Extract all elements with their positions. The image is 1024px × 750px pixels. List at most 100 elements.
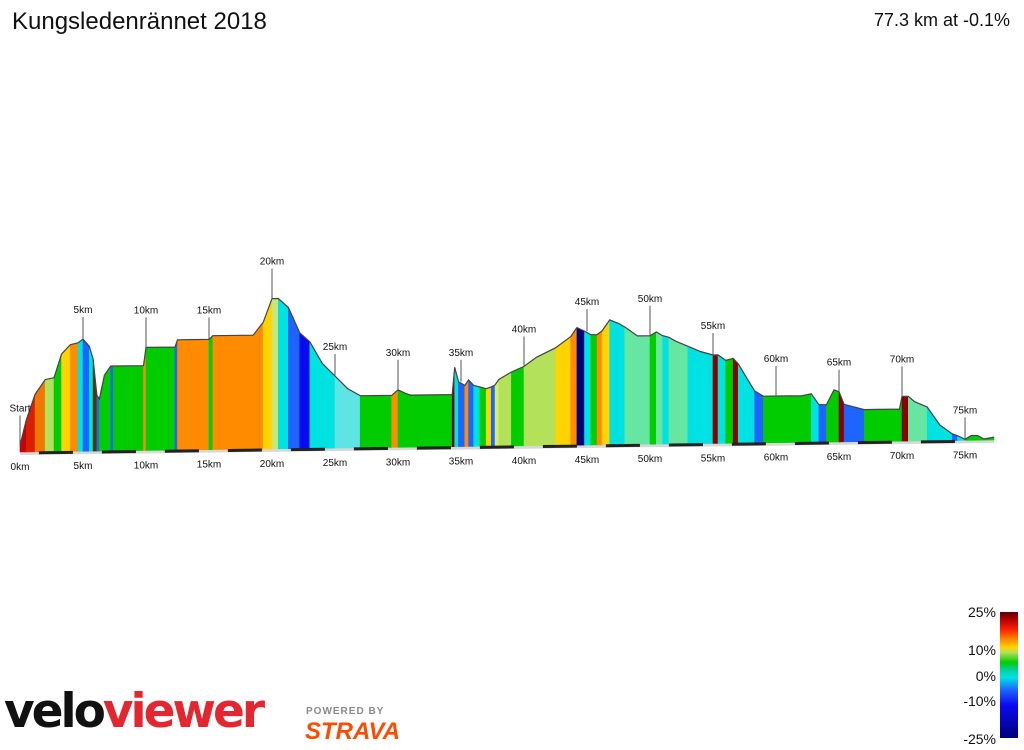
profile-segment (490, 384, 496, 447)
km-marker-label: 35km (449, 348, 473, 359)
profile-segment (410, 394, 453, 448)
chart-title: Kungsledenrännet 2018 (12, 8, 267, 35)
profile-segment (262, 298, 273, 450)
profile-segment (479, 386, 487, 447)
profile-segment (397, 389, 406, 448)
profile-segment (34, 378, 46, 453)
profile-segment (601, 318, 610, 446)
profile-segment (618, 322, 626, 445)
profile-segment (570, 326, 578, 446)
profile-segment (70, 342, 79, 452)
profile-segment (208, 334, 214, 450)
profile-segment (271, 298, 279, 450)
profile-segment (44, 377, 55, 452)
legend-label-25: 25% (967, 604, 996, 620)
km-marker-label: 20km (260, 257, 284, 268)
strava-logo: STRAVA (305, 718, 401, 745)
km-marker-label: 10km (134, 305, 158, 316)
profile-segment (754, 390, 764, 444)
profile-segment (82, 338, 90, 452)
x-tick-label: 70km (890, 451, 914, 462)
profile-segment (494, 378, 500, 447)
profile-segment (624, 326, 638, 445)
km-marker-label: 65km (827, 358, 851, 369)
profile-segment (687, 345, 701, 445)
x-tick-label: 5km (74, 461, 93, 472)
km-marker-label: Start (9, 403, 30, 414)
x-tick-label: 60km (764, 453, 788, 464)
profile-segment (745, 375, 755, 444)
profile-segment (110, 365, 114, 452)
profile-segment (576, 327, 585, 446)
km-marker-label: 30km (386, 348, 410, 359)
profile-segment (590, 334, 598, 446)
profile-plot-area: Start 5km 10km 15km 20km 25km 30km 35km 40km 45km… (9, 257, 995, 473)
profile-segment (863, 409, 878, 442)
km-marker-label: 50km (638, 294, 662, 305)
x-tick-label: 50km (638, 454, 662, 465)
profile-segment (876, 408, 900, 442)
profile-segment (555, 336, 571, 446)
profile-segment (468, 379, 474, 447)
profile-segment (104, 365, 112, 452)
profile-segment (656, 331, 663, 445)
profile-segment (700, 351, 714, 444)
profile-segment (112, 365, 117, 452)
profile-segment (405, 392, 411, 448)
profile-segment (252, 321, 264, 450)
x-tick-label: 55km (701, 453, 725, 464)
veloviewer-logo: veloviewer (4, 688, 265, 735)
profile-segment (359, 395, 365, 449)
profile-segment (77, 338, 84, 452)
x-tick-label: 0km (11, 462, 30, 473)
x-tick-label: 75km (953, 450, 977, 461)
profile-segment (662, 335, 670, 445)
powered-by-label: POWERED BY (306, 706, 385, 717)
profile-segment (800, 393, 812, 443)
km-marker-label: 40km (512, 324, 536, 335)
profile-segment (309, 340, 323, 449)
x-tick-label: 40km (512, 456, 536, 467)
profile-segment (498, 371, 512, 447)
profile-segment (737, 362, 747, 444)
profile-segment (732, 357, 739, 444)
profile-segment (473, 384, 481, 447)
profile-segment (458, 381, 466, 447)
profile-segment (212, 334, 254, 450)
profile-segment (485, 386, 492, 447)
profile-segment (511, 365, 525, 447)
km-marker-label: 5km (74, 305, 93, 316)
x-tick-label: 25km (323, 458, 347, 469)
profile-segment (322, 362, 336, 449)
profile-segment (299, 332, 311, 449)
profile-outline (19, 297, 995, 446)
profile-segment (464, 378, 469, 447)
profile-segment (763, 395, 789, 444)
profile-segment (177, 339, 210, 451)
x-tick-label: 35km (449, 457, 473, 468)
km-marker-label: 75km (953, 405, 977, 416)
profile-segment (536, 347, 556, 446)
x-tick-label: 30km (386, 457, 410, 468)
profile-segment (725, 358, 734, 444)
km-marker-label: 25km (323, 342, 347, 353)
profile-segment (174, 339, 178, 451)
km-marker-label: 60km (764, 354, 788, 365)
profile-segment (788, 395, 802, 443)
profile-segment (523, 356, 537, 447)
profile-segment (53, 353, 62, 452)
legend-label-minus25: -25% (963, 731, 996, 747)
km-marker-label: 70km (890, 354, 914, 365)
profile-segment (115, 365, 144, 452)
profile-segment (810, 392, 820, 443)
x-tick-label: 15km (197, 460, 221, 471)
profile-segment (391, 389, 399, 448)
profile-segment (347, 388, 361, 449)
profile-segment (278, 297, 289, 450)
profile-segment (584, 330, 592, 446)
distance-gradient-stats: 77.3 km at -0.1% (873, 10, 1010, 30)
profile-segment (901, 395, 909, 442)
profile-segment (61, 343, 71, 452)
profile-segment (717, 354, 726, 444)
